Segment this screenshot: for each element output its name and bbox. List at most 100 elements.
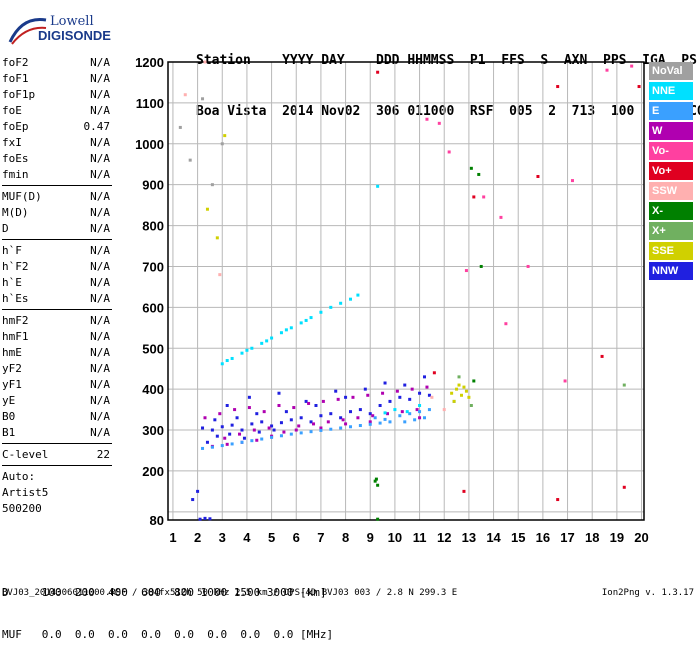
divider <box>2 309 112 310</box>
param-name: h`Es <box>2 292 29 305</box>
data-point <box>270 336 274 340</box>
lowell-digisonde-logo: Lowell DIGISONDE <box>8 6 118 56</box>
x-tick-label: 10 <box>388 530 402 545</box>
legend-item: NNW <box>649 262 693 280</box>
param-name: yF1 <box>2 378 22 391</box>
data-point <box>279 331 283 335</box>
param-name: yE <box>2 394 16 407</box>
header-labels: Station YYYY DAY DDD HHMMSS P1 FFS S AXN… <box>196 53 697 68</box>
ionospheric-parameters: foF2 N/A foF1 N/A foF1p N/A foE N/A foEp 0.47 fxI N… <box>2 55 112 517</box>
data-point <box>339 301 343 305</box>
data-point <box>220 142 224 146</box>
data-point <box>240 351 244 355</box>
param-value: N/A <box>90 292 110 305</box>
data-point <box>238 432 242 436</box>
data-point <box>289 326 293 330</box>
x-tick-label: 17 <box>560 530 574 545</box>
data-point <box>462 385 466 389</box>
param-value: N/A <box>90 206 110 219</box>
param-row: yF1 N/A <box>2 377 112 393</box>
data-point <box>336 397 340 401</box>
legend-item: X- <box>649 202 693 220</box>
data-point <box>201 426 205 430</box>
param-name: yF2 <box>2 362 22 375</box>
y-tick-label: 500 <box>142 341 164 356</box>
data-point <box>425 117 429 121</box>
param-value: N/A <box>90 410 110 423</box>
data-point <box>260 341 264 345</box>
legend-item: X+ <box>649 222 693 240</box>
data-point <box>178 125 182 129</box>
data-point <box>250 422 254 426</box>
data-point <box>203 416 207 420</box>
data-point <box>267 426 271 430</box>
x-tick-label: 20 <box>634 530 648 545</box>
param-name: h`F <box>2 244 22 257</box>
param-row-clevel: C-level 22 <box>2 447 112 463</box>
param-value: N/A <box>90 88 110 101</box>
param-name: fxI <box>2 136 22 149</box>
data-point <box>277 391 281 395</box>
data-point <box>314 404 318 407</box>
data-point <box>242 436 246 440</box>
distance-row: D 100 200 400 600 800 1000 1500 3000 [km… <box>2 586 327 599</box>
data-point <box>326 420 330 424</box>
data-point <box>198 517 202 521</box>
data-point <box>277 404 281 407</box>
data-point <box>376 70 380 74</box>
software-version: Ion2Png v. 1.3.17 <box>601 588 694 598</box>
x-tick-label: 14 <box>486 530 501 545</box>
data-point <box>442 408 446 412</box>
data-point <box>265 339 269 343</box>
param-name: hmF2 <box>2 314 29 327</box>
data-point <box>403 383 407 387</box>
y-tick-label: 1100 <box>136 96 164 111</box>
data-point <box>356 416 360 420</box>
param-value: N/A <box>90 362 110 375</box>
param-name: foEs <box>2 152 29 165</box>
param-value: N/A <box>90 222 110 235</box>
y-tick-label: 300 <box>142 423 164 438</box>
param-name: foF2 <box>2 56 29 69</box>
data-point <box>462 489 466 493</box>
data-point <box>230 356 234 360</box>
param-row: hmF1 N/A <box>2 329 112 345</box>
data-point <box>252 428 256 432</box>
param-value: 22 <box>96 448 110 461</box>
data-point <box>284 328 288 332</box>
data-point <box>319 426 323 430</box>
data-point <box>452 399 456 403</box>
data-point <box>235 416 239 420</box>
data-point <box>403 420 407 424</box>
x-tick-label: 6 <box>293 530 300 545</box>
data-point <box>312 422 316 426</box>
divider <box>2 443 112 444</box>
data-point <box>304 318 308 322</box>
x-tick-label: 19 <box>610 530 624 545</box>
data-point <box>289 432 293 436</box>
data-point <box>210 183 214 187</box>
data-point <box>556 85 560 89</box>
data-point <box>344 422 348 426</box>
data-point <box>408 397 412 401</box>
y-tick-label: 1000 <box>135 137 164 152</box>
param-name: h`E <box>2 276 22 289</box>
param-value: N/A <box>90 330 110 343</box>
param-value: N/A <box>90 314 110 327</box>
param-name: M(D) <box>2 206 29 219</box>
data-point <box>459 393 463 397</box>
data-point <box>319 428 323 432</box>
data-point <box>381 391 385 395</box>
param-value: 0.47 <box>83 120 111 133</box>
data-point <box>536 175 540 178</box>
data-point <box>457 383 461 387</box>
autoscaling-info: Auto: Artist5 500200 <box>2 469 112 517</box>
data-point <box>196 489 200 493</box>
data-point <box>210 445 214 449</box>
param-name: foEp <box>2 120 29 133</box>
y-tick-label: 80 <box>150 513 164 528</box>
data-point <box>376 483 380 487</box>
data-point <box>250 439 254 443</box>
data-point <box>250 346 254 350</box>
data-point <box>499 215 503 219</box>
